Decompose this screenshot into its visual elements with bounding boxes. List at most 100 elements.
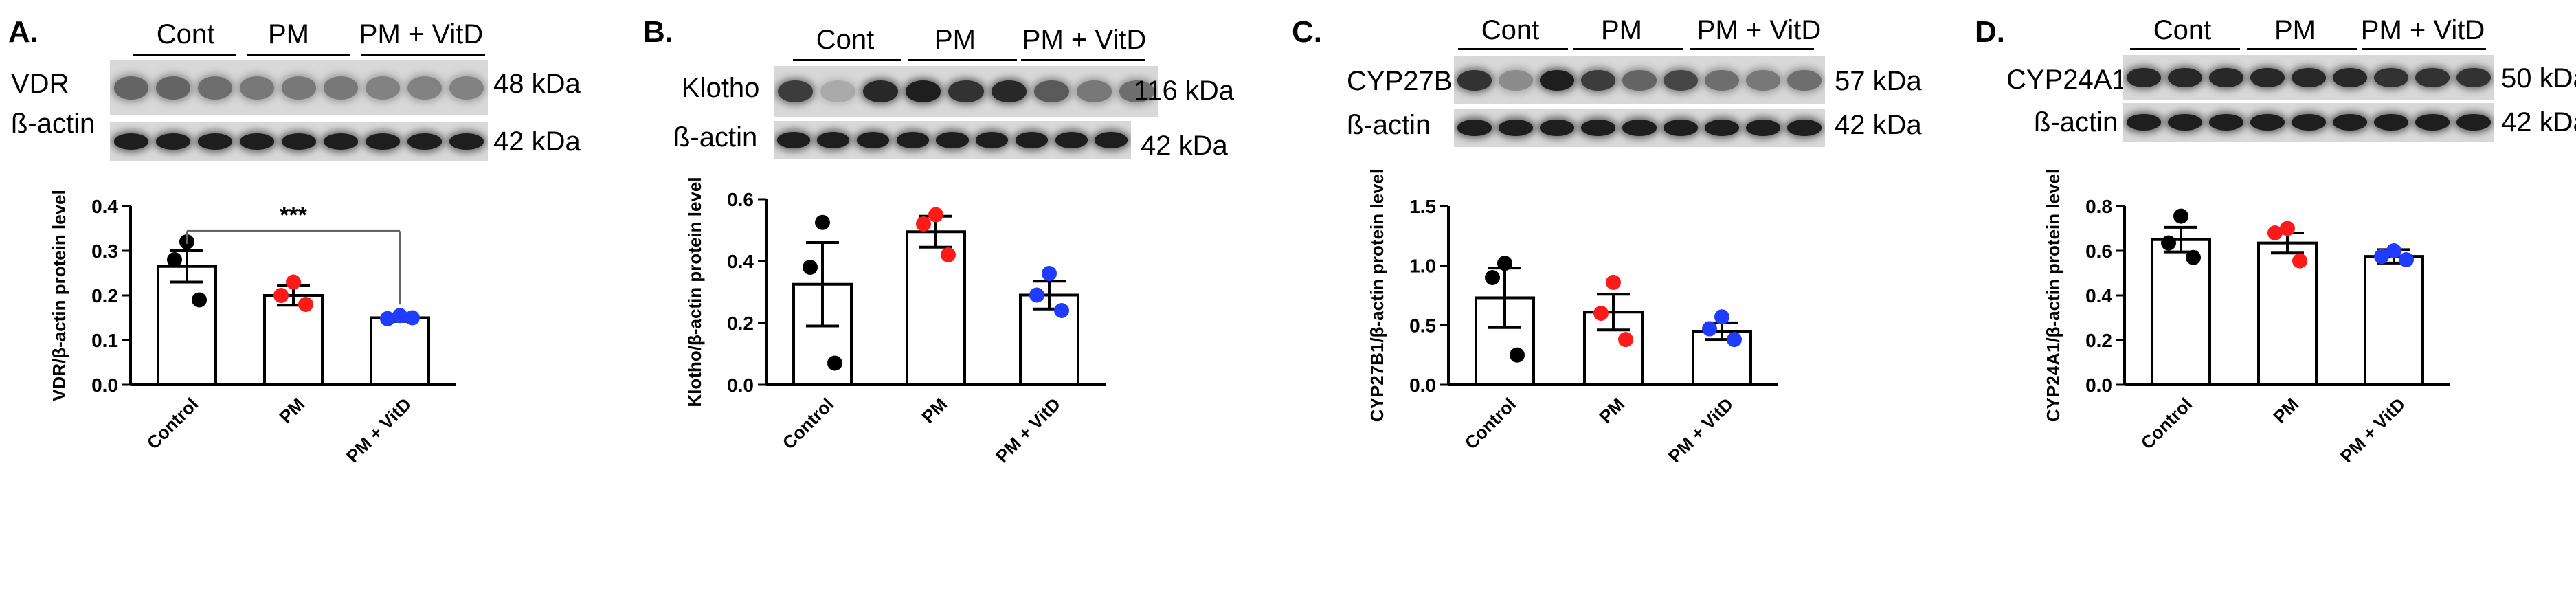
blot-band	[976, 132, 1009, 148]
blot-band	[777, 80, 813, 102]
data-point	[392, 308, 407, 324]
blot-band	[2333, 114, 2367, 131]
blot-band	[1705, 70, 1739, 91]
blot-band	[820, 80, 855, 102]
blot-band	[948, 80, 984, 102]
blot-band	[1746, 70, 1780, 91]
data-point	[2161, 235, 2176, 251]
blot-band	[2209, 68, 2243, 87]
blot-band	[2292, 114, 2326, 131]
blot-band	[1499, 120, 1533, 136]
panel-a: A. Cont PM PM + VitD VDR 48 kDa ß-actin …	[0, 0, 639, 606]
data-point	[380, 311, 395, 326]
category-label: PM + VitD	[992, 394, 1064, 467]
kda-label: 42 kDa	[1835, 110, 1922, 140]
group-label-pm-vitd: PM + VitD	[2360, 15, 2485, 45]
group-line	[247, 54, 350, 56]
data-point	[298, 297, 313, 312]
y-axis-label: Klotho/β-actin protein level	[684, 177, 705, 407]
data-point	[916, 216, 931, 232]
data-point	[286, 274, 301, 290]
blot-band	[239, 76, 274, 100]
kda-label: 50 kDa	[2501, 63, 2576, 93]
blot-band	[936, 132, 969, 148]
blot-band	[449, 133, 484, 150]
blot-band	[197, 76, 232, 100]
group-label-cont: Cont	[2153, 15, 2212, 45]
western-blot-beta-actin	[1454, 109, 1825, 147]
group-line	[2130, 48, 2240, 50]
blot-band	[2415, 114, 2450, 131]
category-label: PM + VitD	[342, 394, 415, 467]
blot-band	[2168, 68, 2202, 87]
protein-label-beta-actin: ß-actin	[2034, 107, 2118, 137]
blot-band	[896, 132, 929, 148]
blot-band	[1540, 120, 1574, 136]
data-point	[1702, 321, 1717, 337]
blot-band	[1055, 132, 1088, 148]
panel-letter: B.	[643, 15, 673, 49]
category-label: PM + VitD	[1664, 394, 1737, 467]
bar-chart-cyp27b1: 0.0 0.5 1.0 1.5 CYP27B1/β-actin protein leve…	[1367, 169, 1778, 467]
blot-band	[1622, 120, 1657, 136]
western-blot-cyp27b1	[1454, 56, 1825, 104]
group-label-cont: Cont	[816, 25, 875, 55]
group-label-pm: PM	[934, 25, 976, 55]
y-tick-label: 0.2	[727, 313, 754, 334]
blot-band	[1664, 70, 1698, 91]
blot-band	[1787, 70, 1822, 91]
bar	[157, 265, 217, 386]
data-point	[1485, 270, 1500, 285]
y-tick-label: 0.6	[727, 189, 754, 210]
category-label: Control	[1461, 394, 1521, 453]
bar-chart-cyp24a1: 0.0 0.2 0.4 0.6 0.8 CYP24A1/β-actin protein l…	[2043, 169, 2450, 467]
blot-band	[1095, 132, 1128, 148]
data-point	[405, 310, 420, 326]
group-label-cont: Cont	[1481, 15, 1540, 45]
panel-letter: C.	[1292, 15, 1322, 49]
group-line	[2247, 48, 2357, 50]
data-point	[2374, 249, 2389, 265]
blot-band	[2127, 68, 2161, 87]
group-line	[793, 59, 901, 61]
western-blot-klotho	[774, 66, 1158, 117]
kda-label: 57 kDa	[1835, 66, 1922, 96]
group-label-pm-vitd: PM + VitD	[1022, 25, 1147, 55]
kda-label: 48 kDa	[493, 69, 581, 99]
y-tick-label: 0.4	[91, 196, 118, 217]
blot-band	[863, 80, 899, 102]
group-line	[1458, 48, 1568, 50]
panel-letter: A.	[8, 15, 38, 49]
category-label: Control	[143, 394, 203, 453]
blot-band	[2168, 114, 2202, 131]
blot-band	[2127, 114, 2161, 131]
data-point	[1606, 274, 1621, 290]
data-point	[192, 292, 207, 308]
data-point	[928, 207, 943, 223]
data-point	[1042, 266, 1057, 281]
blot-band	[281, 133, 317, 150]
data-point	[815, 214, 830, 230]
panel-letter: D.	[1975, 15, 2005, 49]
data-point	[2186, 249, 2201, 265]
bar	[2364, 255, 2424, 386]
data-point	[2173, 208, 2188, 224]
western-blot-beta-actin	[774, 121, 1131, 159]
blot-band	[1119, 80, 1155, 102]
protein-label-beta-actin: ß-actin	[673, 122, 758, 153]
protein-label-cyp27b1: CYP27B1	[1347, 66, 1468, 96]
y-tick-label: 0.0	[727, 374, 754, 396]
data-point	[2386, 243, 2401, 258]
protein-label-vdr: VDR	[11, 69, 69, 99]
data-point	[1727, 332, 1742, 348]
y-tick-label: 0.4	[727, 251, 754, 272]
data-point	[167, 252, 182, 267]
blot-band	[1581, 70, 1615, 91]
data-point	[2267, 225, 2283, 240]
protein-label-cyp24a1: CYP24A1	[2006, 65, 2127, 95]
western-blot-beta-actin	[2123, 103, 2494, 142]
blot-band	[324, 76, 359, 100]
data-point	[1714, 309, 1729, 325]
group-line	[1573, 48, 1683, 50]
blot-band	[1622, 70, 1657, 91]
